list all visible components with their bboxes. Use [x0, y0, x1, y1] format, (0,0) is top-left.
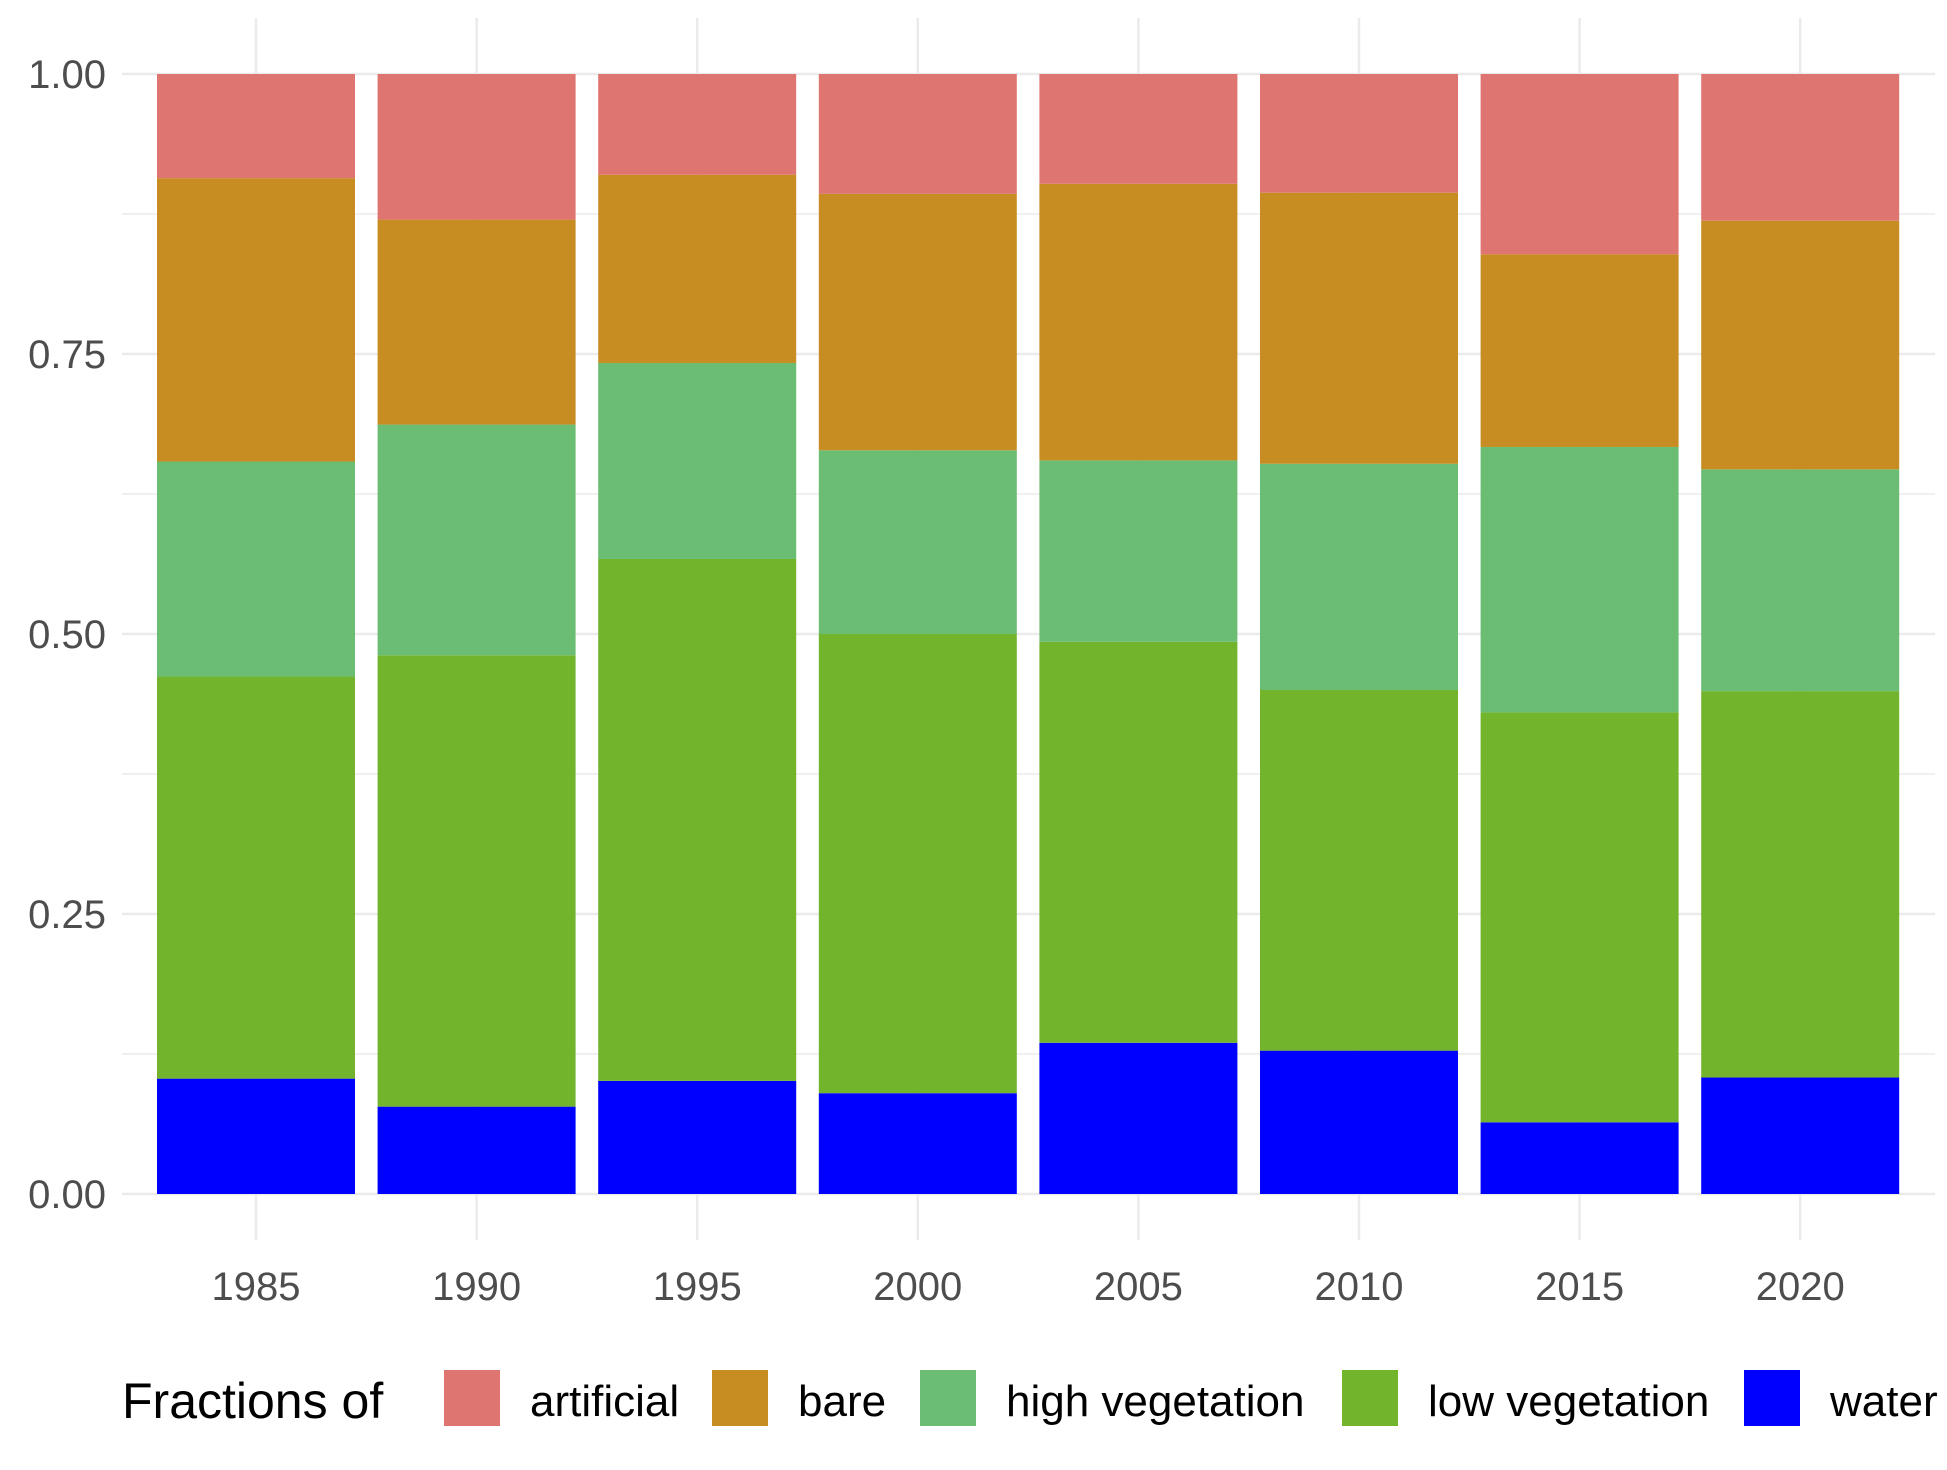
bar-segment-water [377, 1106, 576, 1194]
x-tick-label: 2000 [873, 1265, 962, 1309]
bar-segment-artificial [1260, 74, 1458, 193]
bar-segment-high-vegetation [1039, 460, 1238, 642]
x-axis: 1985 1990 1995 2000 2005 2010 2015 2020 [212, 1265, 1845, 1309]
bar-segment-high-vegetation [157, 461, 355, 677]
bar-segment-artificial [1701, 74, 1900, 221]
bar-segment-artificial [1039, 74, 1238, 184]
bar-segment-artificial [157, 74, 355, 179]
bar-segment-low-vegetation [1039, 641, 1238, 1043]
bar-segment-bare [1480, 254, 1679, 447]
y-tick-label: 0.25 [28, 893, 106, 937]
bar-segment-low-vegetation [598, 558, 797, 1081]
bar-segment-high-vegetation [1480, 446, 1679, 713]
bar-segment-high-vegetation [1701, 469, 1900, 692]
legend-key-water [1744, 1370, 1800, 1426]
bar-segment-artificial [377, 74, 576, 220]
bar-segment-water [1260, 1050, 1458, 1194]
bar-segment-water [157, 1078, 355, 1194]
y-axis: 0.00 0.25 0.50 0.75 1.00 [28, 53, 106, 1217]
bar-segment-water [598, 1080, 797, 1194]
bar-segment-low-vegetation [1480, 712, 1679, 1123]
y-tick-label: 0.00 [28, 1173, 106, 1217]
legend-label: high vegetation [1006, 1377, 1304, 1426]
bar-segment-bare [598, 174, 797, 363]
legend-label: water [1829, 1377, 1938, 1426]
bar-segment-high-vegetation [598, 362, 797, 559]
y-tick-label: 1.00 [28, 53, 106, 97]
bar-segment-water [1480, 1122, 1679, 1194]
bar-segment-low-vegetation [377, 655, 576, 1107]
bar-segment-artificial [598, 74, 797, 175]
x-tick-label: 1985 [212, 1265, 301, 1309]
x-tick-label: 2015 [1535, 1265, 1624, 1309]
x-tick-label: 1995 [653, 1265, 742, 1309]
bar-segment-water [1701, 1077, 1900, 1194]
bar-segment-bare [377, 219, 576, 425]
bar-segment-high-vegetation [1260, 463, 1458, 690]
legend-label: artificial [530, 1377, 679, 1426]
bar-segment-water [1039, 1042, 1238, 1194]
bars [157, 74, 1900, 1194]
legend-key-bare [712, 1370, 768, 1426]
bar-segment-bare [157, 178, 355, 462]
bar-segment-low-vegetation [1701, 691, 1900, 1078]
x-tick-label: 2020 [1756, 1265, 1845, 1309]
legend-key-low-vegetation [1342, 1370, 1398, 1426]
bar-segment-low-vegetation [818, 634, 1017, 1094]
bar-segment-artificial [818, 74, 1017, 194]
bar-segment-low-vegetation [1260, 690, 1458, 1051]
legend-label: low vegetation [1428, 1377, 1709, 1426]
bar-segment-bare [1260, 192, 1458, 464]
bar-segment-artificial [1480, 74, 1679, 255]
y-tick-label: 0.75 [28, 333, 106, 377]
y-tick-label: 0.50 [28, 613, 106, 657]
bar-segment-water [818, 1093, 1017, 1194]
legend-label: bare [798, 1377, 886, 1426]
legend: Fractions of artificial bare high vegetati… [122, 1370, 1938, 1429]
legend-key-high-vegetation [920, 1370, 976, 1426]
bar-segment-low-vegetation [157, 676, 355, 1079]
legend-key-artificial [444, 1370, 500, 1426]
legend-title: Fractions of [122, 1373, 383, 1429]
x-tick-label: 2005 [1094, 1265, 1183, 1309]
bar-segment-bare [818, 193, 1017, 451]
x-tick-label: 1990 [432, 1265, 521, 1309]
bar-segment-bare [1701, 220, 1900, 470]
bar-segment-high-vegetation [818, 450, 1017, 634]
x-tick-label: 2010 [1315, 1265, 1404, 1309]
bar-segment-bare [1039, 183, 1238, 461]
bar-segment-high-vegetation [377, 424, 576, 656]
